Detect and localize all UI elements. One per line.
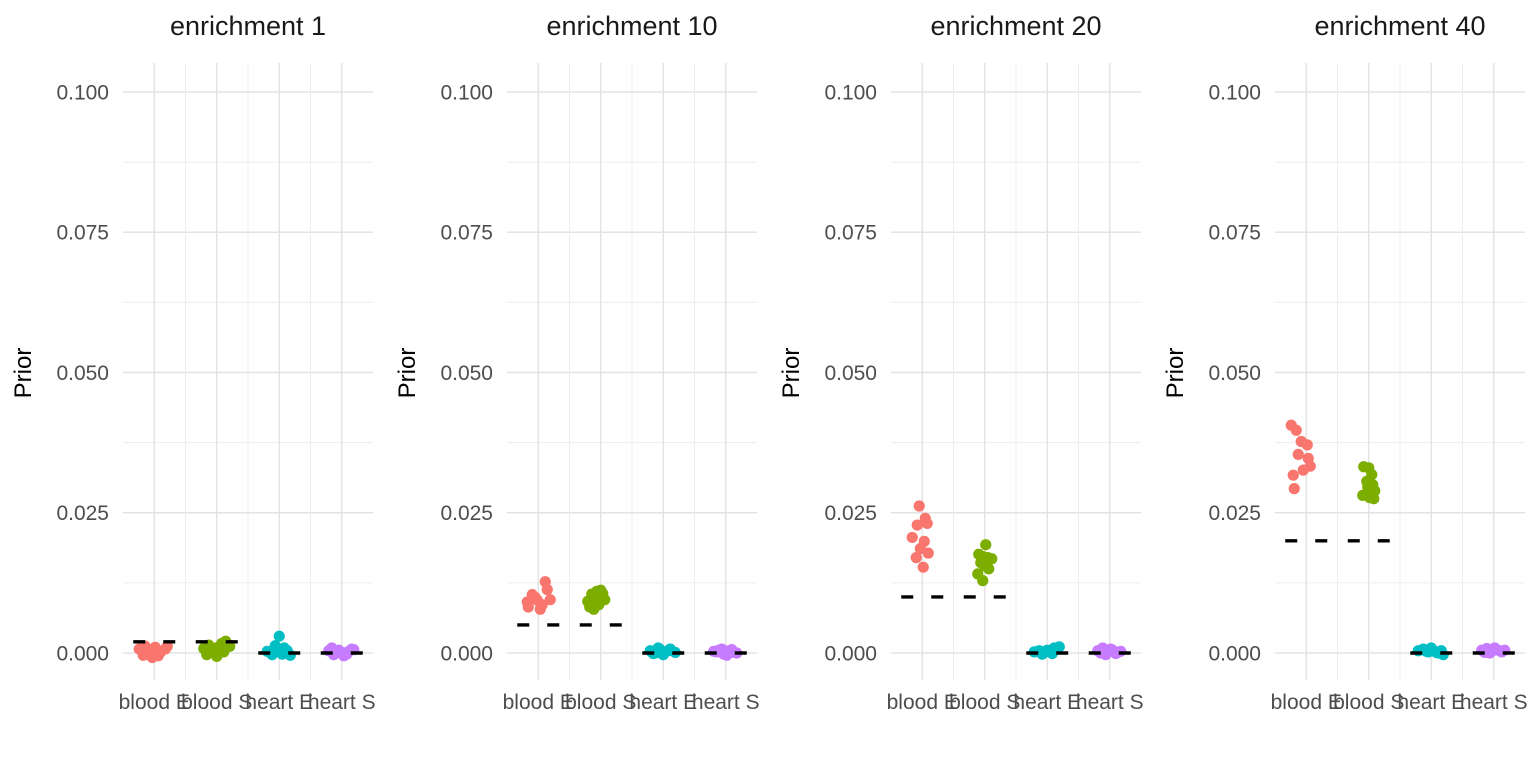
y-tick-label: 0.050 [56, 362, 109, 385]
data-point [544, 594, 556, 606]
y-tick-label: 0.100 [1208, 81, 1261, 104]
data-point [541, 584, 553, 596]
data-point [137, 649, 149, 661]
x-tick-label: heart E [1013, 691, 1081, 714]
y-tick-label: 0.075 [1208, 222, 1261, 245]
panel-title: enrichment 40 [1314, 11, 1486, 41]
panel-title: enrichment 10 [546, 11, 718, 41]
data-point [599, 594, 611, 606]
y-tick-label: 0.100 [56, 81, 109, 104]
data-point [922, 547, 934, 559]
data-point [534, 603, 546, 615]
subplot-enrichment-40: enrichment 40 Prior 0.000 0.025 0.050 0.075… [1152, 0, 1536, 768]
data-point [917, 561, 929, 573]
x-tick-label: heart S [1460, 691, 1528, 714]
data-point [522, 601, 534, 613]
data-point [1301, 439, 1313, 451]
x-tick-label: heart E [245, 691, 313, 714]
y-tick-label: 0.075 [56, 222, 109, 245]
x-tick-label: blood E [503, 691, 574, 714]
y-tick-label: 0.000 [56, 642, 109, 665]
data-point [273, 630, 285, 642]
y-tick-label: 0.025 [56, 502, 109, 525]
y-tick-label: 0.075 [440, 222, 493, 245]
data-point [1368, 493, 1380, 505]
y-tick-label: 0.050 [440, 362, 493, 385]
y-tick-label: 0.025 [824, 502, 877, 525]
y-tick-label: 0.025 [440, 502, 493, 525]
x-tick-label: heart E [1397, 691, 1465, 714]
data-point [326, 642, 338, 654]
subplot-enrichment-10: enrichment 10 Prior 0.000 0.025 0.050 0.075… [384, 0, 768, 768]
data-point [662, 645, 674, 657]
panel-title: enrichment 1 [169, 11, 327, 41]
data-point [980, 539, 992, 551]
data-point [910, 552, 922, 564]
data-point [152, 650, 164, 662]
data-point [977, 575, 989, 587]
data-point [921, 517, 933, 530]
x-tick-label: blood S [1333, 691, 1404, 714]
y-tick-label: 0.025 [1208, 502, 1261, 525]
x-tick-label: heart S [692, 691, 760, 714]
y-tick-label: 0.050 [824, 362, 877, 385]
y-tick-label: 0.050 [1208, 362, 1261, 385]
data-point [986, 553, 998, 565]
subplot-enrichment-20: enrichment 20 Prior 0.000 0.025 0.050 0.075… [768, 0, 1152, 768]
data-point [529, 591, 541, 604]
panel-title: enrichment 20 [930, 11, 1102, 41]
y-tick-label: 0.075 [824, 222, 877, 245]
data-point [588, 603, 600, 615]
data-point [1297, 464, 1309, 476]
x-tick-label: heart S [1076, 691, 1144, 714]
y-tick-label: 0.100 [824, 81, 877, 104]
data-point [1290, 424, 1302, 436]
data-point [1292, 448, 1304, 461]
data-point [906, 531, 918, 544]
y-tick-label: 0.000 [1208, 642, 1261, 665]
x-tick-label: blood E [1271, 691, 1342, 714]
x-tick-label: blood E [119, 691, 190, 714]
data-point [913, 500, 925, 512]
x-tick-label: heart E [629, 691, 697, 714]
x-tick-label: blood S [565, 691, 636, 714]
x-tick-label: blood E [887, 691, 958, 714]
data-point [1362, 481, 1374, 493]
data-point [983, 563, 995, 575]
subplot-enrichment-1: enrichment 1 Prior 0.000 0.025 0.050 0.075 0… [0, 0, 384, 768]
y-tick-label: 0.100 [440, 81, 493, 104]
x-tick-label: heart S [308, 691, 376, 714]
data-point [1287, 469, 1299, 481]
data-point [911, 519, 923, 531]
data-point [201, 649, 213, 661]
y-tick-label: 0.000 [824, 642, 877, 665]
x-tick-label: blood S [949, 691, 1020, 714]
x-tick-label: blood S [181, 691, 252, 714]
data-point [1288, 483, 1300, 495]
y-tick-label: 0.000 [440, 642, 493, 665]
